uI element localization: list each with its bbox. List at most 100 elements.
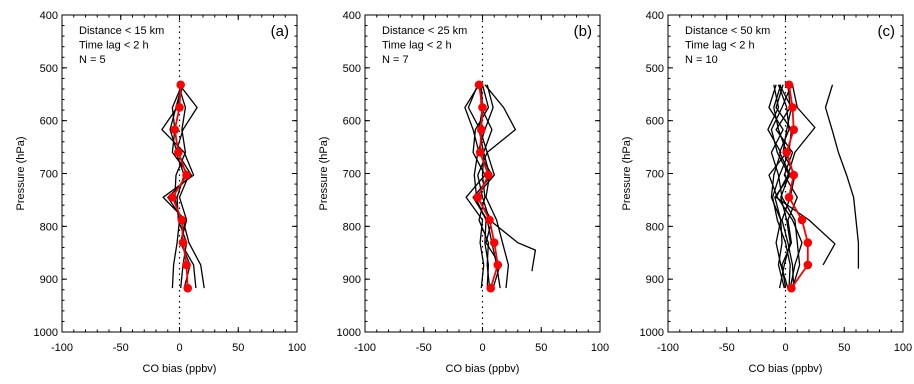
mean-profile-point: [478, 103, 487, 112]
individual-profile-line: [161, 84, 197, 289]
x-tick-label: -50: [416, 342, 432, 354]
mean-profile-point: [474, 80, 484, 90]
mean-profile-point: [788, 103, 797, 112]
y-tick-label: 500: [40, 63, 58, 75]
mean-profile-point: [182, 260, 191, 270]
mean-profile-point: [485, 215, 494, 225]
panel-label: (c): [878, 23, 896, 40]
mean-profile-point: [174, 148, 183, 157]
y-tick-label: 600: [40, 116, 58, 128]
x-tick-label: -100: [657, 342, 679, 354]
mean-profile-point: [175, 103, 184, 112]
y-axis-title: Pressure (hPa): [621, 137, 633, 211]
individual-profile-line: [473, 84, 501, 289]
x-axis-title: CO bias (ppbv): [446, 363, 520, 375]
mean-profile-point: [168, 192, 177, 202]
y-tick-label: 600: [646, 116, 664, 128]
annotation-line: N = 10: [685, 54, 718, 66]
mean-profile-point: [477, 125, 486, 134]
y-axis-title: Pressure (hPa): [318, 137, 330, 211]
mean-profile-point: [177, 215, 187, 225]
y-tick-label: 900: [40, 274, 58, 286]
mean-profile-point: [475, 148, 485, 157]
individual-profile-line: [171, 84, 187, 289]
y-tick-label: 400: [40, 10, 58, 22]
y-tick-label: 900: [343, 274, 361, 286]
chart-panel-2: -100 -50 0 50 100 400 500 600 700 800 900 1000 CO bi…: [318, 10, 609, 375]
y-tick-label: 1000: [34, 327, 58, 339]
chart-panel-3: -100 -50 0 50 100 400 500 600 700 800 900 1000 CO bi…: [621, 10, 912, 375]
y-tick-label: 500: [646, 63, 664, 75]
x-tick-label: 50: [232, 342, 244, 354]
mean-profile-point: [489, 238, 499, 248]
annotation-line: Distance < 25 km: [382, 25, 467, 37]
y-tick-label: 800: [646, 221, 664, 233]
individual-profile-line: [824, 84, 860, 269]
mean-profile-line: [171, 84, 189, 289]
y-tick-label: 500: [343, 63, 361, 75]
x-tick-label: 100: [591, 342, 609, 354]
annotation-line: N = 5: [79, 54, 106, 66]
mean-profile-point: [803, 238, 813, 248]
mean-profile-point: [484, 170, 493, 180]
annotation-line: Distance < 15 km: [79, 25, 164, 37]
annotation-line: Time lag < 2 h: [685, 40, 755, 52]
mean-profile-point: [182, 170, 191, 180]
y-tick-label: 800: [40, 221, 58, 233]
y-tick-label: 800: [343, 221, 361, 233]
mean-profile-point: [493, 260, 503, 270]
x-tick-label: 0: [479, 342, 485, 354]
panel-label: (a): [271, 23, 289, 40]
mean-profile-point: [784, 192, 794, 202]
x-tick-label: -100: [51, 342, 73, 354]
mean-profile-point: [170, 125, 180, 134]
x-tick-label: 50: [838, 342, 850, 354]
y-tick-label: 700: [646, 169, 664, 181]
y-tick-label: 1000: [640, 327, 664, 339]
annotation-line: Distance < 50 km: [685, 25, 770, 37]
y-tick-label: 900: [646, 274, 664, 286]
x-tick-label: 0: [782, 342, 788, 354]
y-tick-label: 700: [40, 169, 58, 181]
panel-label: (b): [574, 23, 592, 40]
annotation-line: N = 7: [382, 54, 409, 66]
x-tick-label: -50: [113, 342, 129, 354]
mean-profile-point: [789, 125, 799, 134]
mean-profile-point: [178, 238, 188, 248]
y-tick-label: 600: [343, 116, 361, 128]
x-axis-title: CO bias (ppbv): [143, 363, 217, 375]
x-tick-label: 0: [176, 342, 182, 354]
y-tick-label: 400: [646, 10, 664, 22]
annotation-line: Time lag < 2 h: [382, 40, 452, 52]
mean-profile-point: [784, 80, 794, 90]
x-tick-label: 100: [288, 342, 306, 354]
individual-profile-line: [775, 84, 836, 266]
x-tick-label: -50: [719, 342, 735, 354]
mean-profile-point: [782, 148, 791, 157]
mean-profile-line: [476, 84, 499, 289]
x-tick-label: 100: [894, 342, 912, 354]
y-axis-title: Pressure (hPa): [15, 137, 27, 211]
annotation-line: Time lag < 2 h: [79, 40, 149, 52]
chart-panel-1: -100 -50 0 50 100 400 500 600 700 800 900 1000 CO bi…: [15, 10, 306, 375]
individual-profile-line: [771, 84, 793, 289]
y-tick-label: 400: [343, 10, 361, 22]
mean-profile-point: [176, 80, 185, 90]
x-tick-label: -100: [354, 342, 376, 354]
x-axis-title: CO bias (ppbv): [749, 363, 823, 375]
individual-profile-line: [479, 84, 510, 289]
x-tick-label: 50: [535, 342, 547, 354]
individual-profile-line: [774, 84, 791, 289]
mean-profile-point: [486, 283, 496, 293]
y-tick-label: 700: [343, 169, 361, 181]
mean-profile-point: [183, 283, 193, 293]
mean-profile-point: [473, 192, 483, 202]
y-tick-label: 1000: [337, 327, 361, 339]
mean-profile-point: [803, 260, 813, 270]
mean-profile-point: [797, 215, 807, 225]
mean-profile-point: [789, 170, 799, 180]
individual-profile-line: [467, 84, 495, 289]
individual-profile-line: [477, 84, 537, 272]
mean-profile-point: [787, 283, 796, 293]
